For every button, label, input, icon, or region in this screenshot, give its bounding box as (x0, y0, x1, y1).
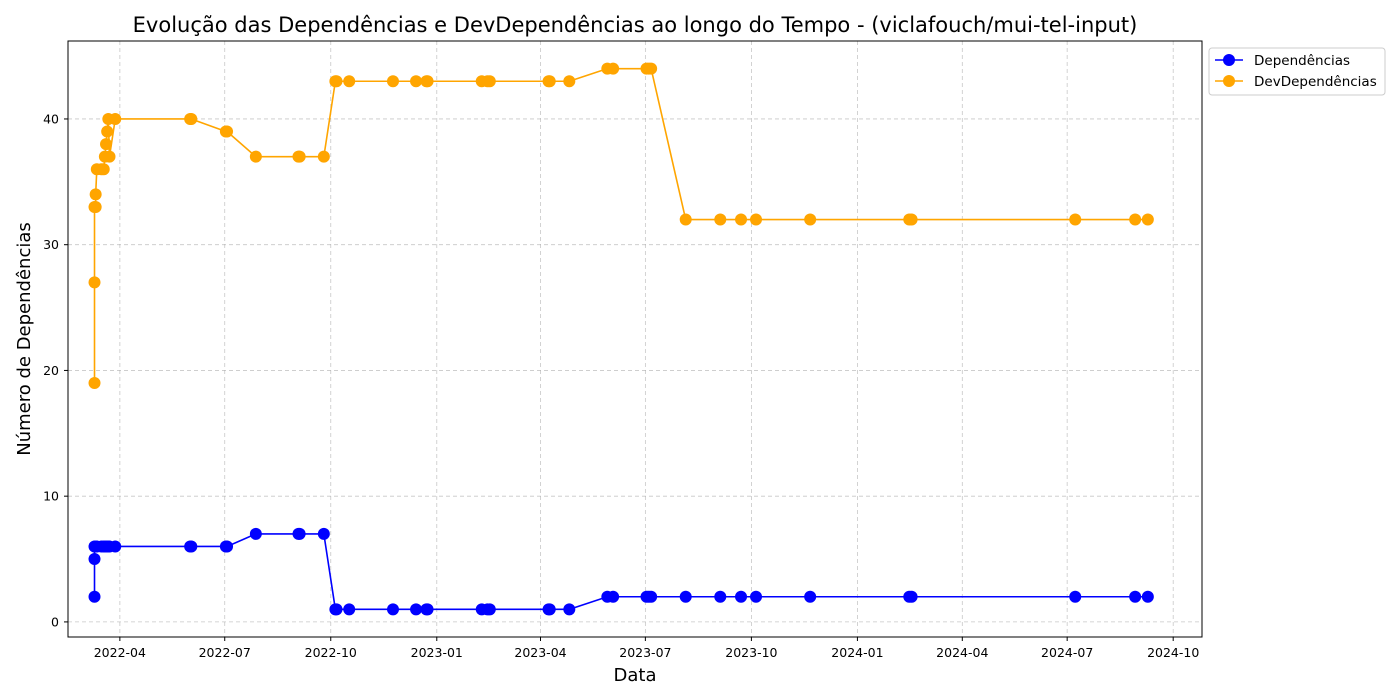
x-axis-title: Data (614, 665, 657, 686)
data-point-devdependencias (607, 62, 620, 75)
data-point-devdependencias (109, 112, 122, 125)
data-point-devdependencias (645, 62, 658, 75)
data-point-devdependencias (89, 188, 102, 201)
data-point-dependencias (1141, 590, 1154, 603)
data-point-dependencias (543, 603, 556, 616)
y-tick-label: 10 (43, 489, 59, 504)
data-point-devdependencias (543, 75, 556, 88)
y-tick-label: 30 (43, 237, 59, 252)
data-point-devdependencias (221, 125, 234, 138)
series-line-dependencias (93, 533, 1148, 611)
x-tick-label: 2023-01 (411, 645, 463, 660)
data-point-dependencias (221, 540, 234, 553)
legend-label-devdependencias: DevDependências (1254, 74, 1377, 90)
x-tick-label: 2024-01 (831, 645, 883, 660)
data-point-dependencias (804, 590, 817, 603)
series-layer (88, 62, 1154, 616)
x-tick-label: 2023-07 (619, 645, 671, 660)
data-point-devdependencias (317, 150, 330, 163)
x-tick-label: 2024-10 (1147, 645, 1199, 660)
data-point-devdependencias (735, 213, 748, 226)
data-point-dependencias (185, 540, 198, 553)
data-point-devdependencias (386, 75, 399, 88)
y-tick-label: 20 (43, 363, 59, 378)
plot-frame (67, 40, 1203, 638)
data-point-devdependencias (750, 213, 763, 226)
data-point-devdependencias (89, 200, 102, 213)
data-point-dependencias (679, 590, 692, 603)
data-point-dependencias (293, 527, 306, 540)
data-point-devdependencias (1129, 213, 1142, 226)
data-point-devdependencias (1069, 213, 1082, 226)
x-tick-label: 2024-04 (936, 645, 988, 660)
data-point-devdependencias (249, 150, 262, 163)
data-point-dependencias (905, 590, 918, 603)
legend-box (1208, 47, 1386, 96)
data-point-dependencias (750, 590, 763, 603)
y-tick-label: 0 (51, 614, 59, 629)
y-axis-title: Número de Dependências (14, 222, 35, 456)
data-point-devdependencias (88, 377, 101, 390)
legend-marker-devdependencias (1223, 75, 1235, 87)
x-tick-label: 2024-07 (1041, 645, 1093, 660)
y-axis: 0 10 20 30 40 (43, 111, 68, 629)
data-point-dependencias (607, 590, 620, 603)
data-point-dependencias (483, 603, 496, 616)
x-tick-label: 2023-04 (514, 645, 566, 660)
data-point-devdependencias (101, 125, 114, 138)
data-point-dependencias (410, 603, 423, 616)
data-point-dependencias (1069, 590, 1082, 603)
y-tick-label: 40 (43, 111, 59, 126)
data-point-devdependencias (410, 75, 423, 88)
data-point-dependencias (88, 553, 101, 566)
data-point-dependencias (645, 590, 658, 603)
data-point-devdependencias (483, 75, 496, 88)
data-point-devdependencias (88, 276, 101, 289)
data-point-dependencias (735, 590, 748, 603)
data-point-devdependencias (905, 213, 918, 226)
x-tick-label: 2022-07 (199, 645, 251, 660)
data-point-dependencias (1129, 590, 1142, 603)
data-point-devdependencias (100, 138, 113, 151)
data-point-devdependencias (293, 150, 306, 163)
data-point-dependencias (109, 540, 122, 553)
data-point-devdependencias (103, 150, 116, 163)
chart-title: Evolução das Dependências e DevDependênc… (133, 13, 1138, 37)
data-point-devdependencias (563, 75, 576, 88)
legend-marker-dependencias (1223, 54, 1235, 66)
data-point-devdependencias (679, 213, 692, 226)
x-axis: 2022-04 2022-07 2022-10 2023-01 2023-04 2023-… (94, 637, 1199, 660)
data-point-dependencias (249, 527, 262, 540)
grid-lines (68, 41, 1202, 637)
data-point-devdependencias (714, 213, 727, 226)
x-tick-label: 2023-10 (725, 645, 777, 660)
data-point-devdependencias (1141, 213, 1154, 226)
data-point-dependencias (88, 590, 101, 603)
data-point-devdependencias (185, 112, 198, 125)
legend: Dependências DevDependências (1208, 47, 1386, 96)
data-point-devdependencias (343, 75, 356, 88)
data-point-devdependencias (804, 213, 817, 226)
legend-label-dependencias: Dependências (1254, 53, 1350, 69)
data-point-dependencias (343, 603, 356, 616)
data-point-dependencias (421, 603, 434, 616)
data-point-dependencias (714, 590, 727, 603)
data-point-devdependencias (421, 75, 434, 88)
x-tick-label: 2022-10 (305, 645, 357, 660)
data-point-dependencias (330, 603, 343, 616)
data-point-dependencias (386, 603, 399, 616)
data-point-devdependencias (97, 163, 110, 176)
data-point-dependencias (563, 603, 576, 616)
series-line-devdependencias (93, 67, 1148, 384)
data-point-dependencias (317, 527, 330, 540)
x-tick-label: 2022-04 (94, 645, 146, 660)
data-point-devdependencias (330, 75, 343, 88)
